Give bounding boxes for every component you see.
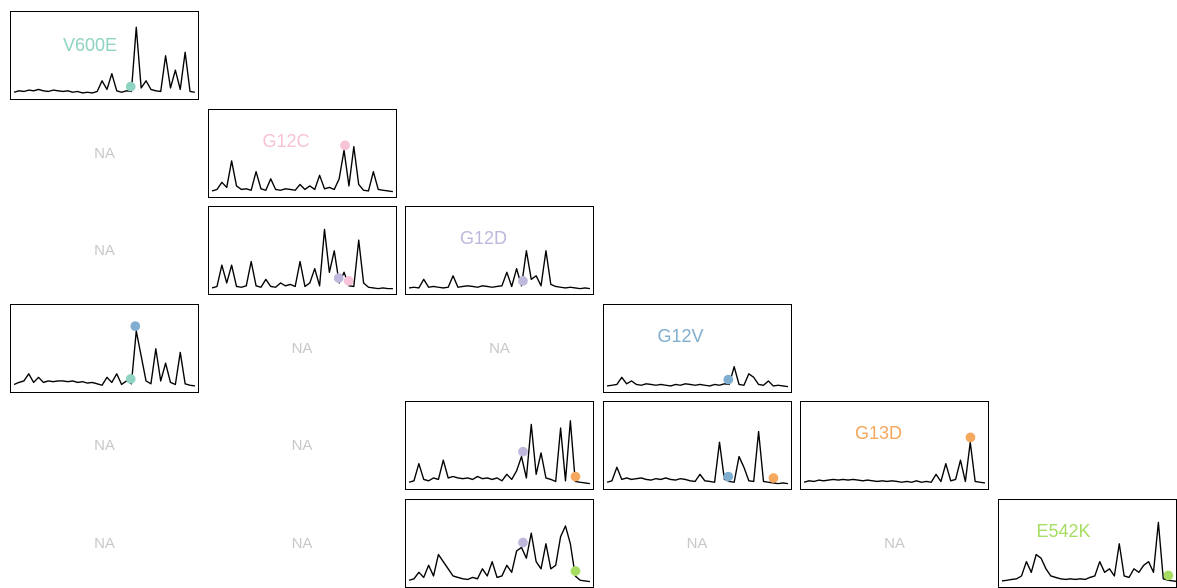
- peak-marker-e542k: [571, 566, 581, 576]
- spectrum-trace: [607, 432, 788, 484]
- na-label: NA: [884, 535, 905, 552]
- spectrum-panel: [603, 401, 792, 490]
- mutation-label: G12C: [263, 131, 310, 152]
- na-label: NA: [292, 437, 313, 454]
- peak-marker-g12v: [723, 374, 733, 384]
- na-label: NA: [292, 535, 313, 552]
- na-cell: NA: [10, 206, 199, 295]
- peak-marker-g12d: [333, 273, 343, 283]
- na-cell: NA: [10, 499, 199, 588]
- mutation-label: V600E: [63, 35, 117, 56]
- spectrum-plot: [406, 207, 593, 294]
- peak-marker-g12d: [518, 447, 528, 457]
- spectrum-panel: G12C: [208, 109, 397, 198]
- peak-marker-v600e: [126, 82, 136, 92]
- na-cell: NA: [208, 499, 397, 588]
- na-cell: NA: [405, 304, 594, 393]
- peak-marker-g12v: [130, 321, 140, 331]
- spectrum-panel: [10, 304, 199, 393]
- peak-marker-v600e: [126, 374, 136, 384]
- spectrum-plot: [406, 402, 593, 489]
- peak-marker-g13d: [966, 432, 976, 442]
- peak-marker-g12v: [723, 472, 733, 482]
- spectrum-trace: [409, 251, 590, 289]
- na-cell: NA: [10, 109, 199, 198]
- na-cell: NA: [10, 401, 199, 490]
- spectrum-trace: [804, 442, 985, 483]
- spectrum-plot: [406, 500, 593, 587]
- spectrum-trace: [14, 331, 195, 386]
- spectrum-panel: E542K: [998, 499, 1177, 588]
- spectrum-panel: G12V: [603, 304, 792, 393]
- na-cell: NA: [800, 499, 989, 588]
- peak-marker-g13d: [571, 472, 581, 482]
- spectrum-plot: [209, 207, 396, 294]
- na-label: NA: [94, 242, 115, 259]
- spectrum-plot: [11, 305, 198, 392]
- peak-marker-g12c: [340, 140, 350, 150]
- spectrum-trace: [409, 526, 590, 582]
- spectrum-plot: [209, 110, 396, 197]
- peak-marker-g12d: [518, 276, 528, 286]
- na-label: NA: [489, 340, 510, 357]
- peak-marker-g12c: [343, 276, 353, 286]
- na-cell: NA: [603, 499, 792, 588]
- spectrum-trace: [212, 229, 393, 288]
- spectrum-panel: G12D: [405, 206, 594, 295]
- spectrum-panel: V600E: [10, 11, 199, 100]
- spectrum-plot: [801, 402, 988, 489]
- spectrum-trace: [607, 366, 788, 386]
- spectrum-plot: [999, 500, 1177, 587]
- mutation-label: G12D: [460, 228, 507, 249]
- mutation-label: G13D: [855, 423, 902, 444]
- peak-marker-g13d: [768, 473, 778, 483]
- spectrum-trace: [212, 146, 393, 191]
- spectrum-plot: [604, 305, 791, 392]
- mutation-label: G12V: [658, 326, 704, 347]
- spectrum-panel: [405, 401, 594, 490]
- spectrum-panel: G13D: [800, 401, 989, 490]
- spectrum-panel: [208, 206, 397, 295]
- na-label: NA: [94, 145, 115, 162]
- na-label: NA: [94, 437, 115, 454]
- spectrum-trace: [409, 421, 590, 484]
- na-cell: NA: [208, 401, 397, 490]
- na-label: NA: [292, 340, 313, 357]
- peak-marker-e542k: [1163, 570, 1173, 580]
- peak-marker-g12d: [518, 537, 528, 547]
- na-label: NA: [94, 535, 115, 552]
- na-label: NA: [687, 535, 708, 552]
- spectrum-plot: [604, 402, 791, 489]
- na-cell: NA: [208, 304, 397, 393]
- mutation-label: E542K: [1037, 521, 1091, 542]
- spectrum-panel: [405, 499, 594, 588]
